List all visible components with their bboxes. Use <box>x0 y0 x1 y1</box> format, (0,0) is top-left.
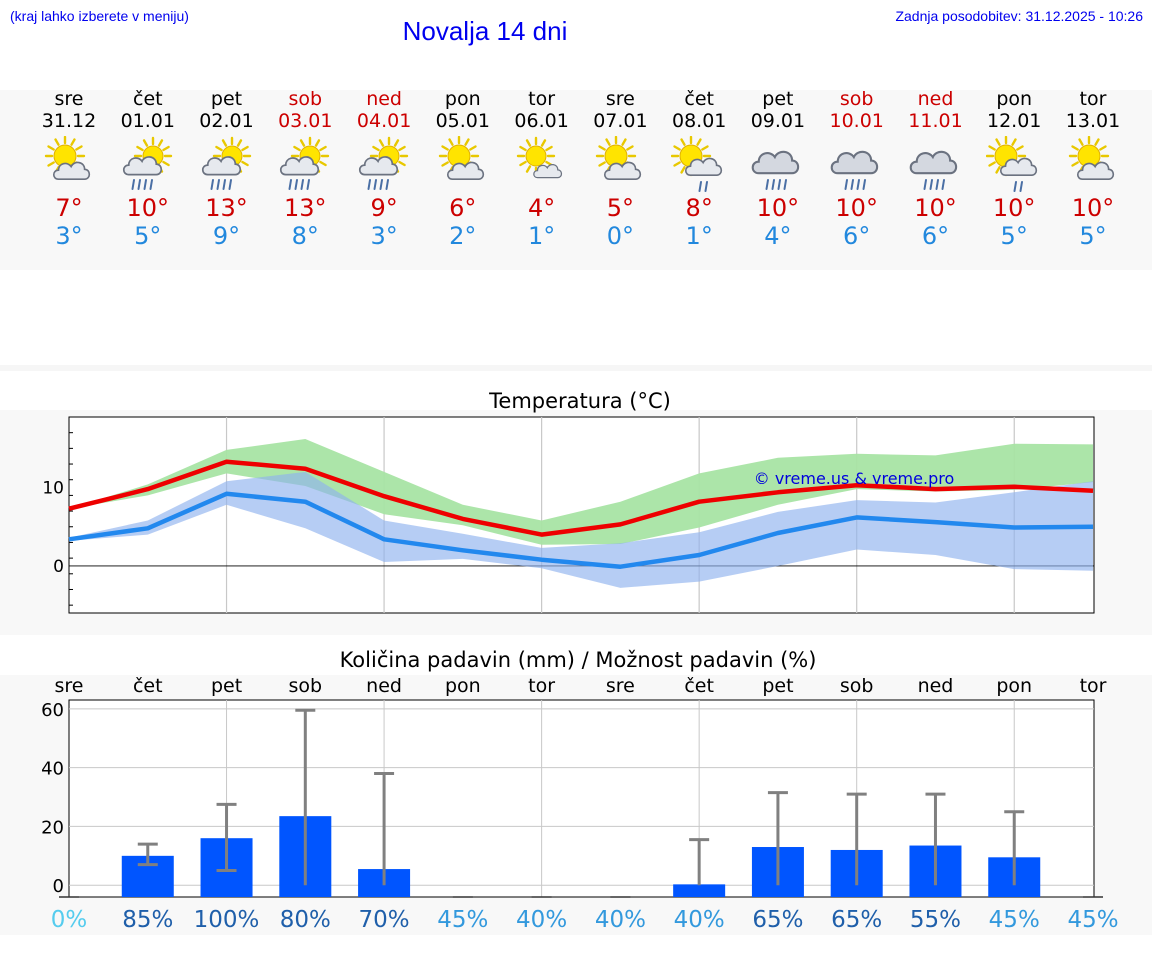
day-name: pon <box>444 88 481 110</box>
forecast-day: pet 09.01 10° 4° <box>738 88 817 250</box>
day-name: pon <box>996 88 1033 110</box>
sun-cloud-rain-icon <box>359 136 409 190</box>
forecast-day: čet 08.01 8° 1° <box>660 88 739 250</box>
min-temperature: 4° <box>764 222 792 250</box>
temperature-panel-background <box>0 410 1152 635</box>
sun-cloud-rain-icon <box>201 136 251 190</box>
min-temperature: 6° <box>843 222 871 250</box>
max-temperature: 5° <box>606 194 635 222</box>
max-temperature: 7° <box>55 194 83 222</box>
day-date: 04.01 <box>356 110 412 132</box>
section-divider <box>0 365 1152 371</box>
forecast-day: ned 11.01 10° 6° <box>896 88 975 250</box>
forecast-day: sre 31.12 7° 3° <box>30 88 109 250</box>
day-name: ned <box>917 88 954 110</box>
day-name: čet <box>684 88 714 110</box>
day-name: tor <box>528 88 556 110</box>
day-name: pet <box>762 88 794 110</box>
max-temperature: 10° <box>992 194 1036 222</box>
day-name: tor <box>1079 88 1107 110</box>
location-hint-link[interactable]: (kraj lahko izberete v meniju) <box>10 8 189 24</box>
day-date: 09.01 <box>750 110 806 132</box>
min-temperature: 5° <box>1000 222 1028 250</box>
day-name: sre <box>54 88 84 110</box>
forecast-day: tor 06.01 4° 1° <box>502 88 581 250</box>
day-date: 11.01 <box>908 110 963 132</box>
sun-cloud-drizzle-icon <box>671 136 723 192</box>
max-temperature: 10° <box>914 194 957 222</box>
day-date: 10.01 <box>829 110 884 132</box>
forecast-day: pon 05.01 6° 2° <box>423 88 502 250</box>
sun-cloud-icon <box>44 136 91 181</box>
max-temperature: 8° <box>685 194 713 222</box>
precipitation-panel-background <box>0 675 1152 935</box>
day-date: 13.01 <box>1065 110 1121 132</box>
day-date: 07.01 <box>593 110 648 132</box>
day-date: 08.01 <box>671 110 727 132</box>
cloud-rain-icon <box>751 150 800 190</box>
max-temperature: 4° <box>527 194 556 222</box>
min-temperature: 1° <box>527 222 556 250</box>
max-temperature: 9° <box>370 194 398 222</box>
sun-small-cloud-icon <box>516 136 562 179</box>
max-temperature: 6° <box>449 194 477 222</box>
min-temperature: 3° <box>370 222 398 250</box>
max-temperature: 10° <box>1071 194 1115 222</box>
forecast-day: tor 13.01 10° 5° <box>1054 88 1133 250</box>
sun-cloud-rain-icon <box>122 136 172 190</box>
min-temperature: 1° <box>685 222 713 250</box>
day-date: 31.12 <box>41 110 97 132</box>
max-temperature: 13° <box>284 194 327 222</box>
min-temperature: 9° <box>212 222 241 250</box>
min-temperature: 0° <box>606 222 635 250</box>
cloud-rain-icon <box>909 150 957 190</box>
forecast-day: pet 02.01 13° 9° <box>187 88 266 250</box>
forecast-day: pon 12.01 10° 5° <box>975 88 1054 250</box>
max-temperature: 10° <box>756 194 800 222</box>
min-temperature: 2° <box>449 222 477 250</box>
min-temperature: 6° <box>921 222 950 250</box>
forecast-strip-background <box>0 90 1152 270</box>
day-name: čet <box>133 88 163 110</box>
page-title: Novalja 14 dni <box>402 16 568 46</box>
min-temperature: 5° <box>134 222 162 250</box>
sun-cloud-rain-icon <box>280 136 330 190</box>
cloud-rain-icon <box>830 150 878 190</box>
min-temperature: 5° <box>1079 222 1107 250</box>
forecast-day: sob 10.01 10° 6° <box>817 88 896 250</box>
day-name: sob <box>839 88 874 110</box>
forecast-day: ned 04.01 9° 3° <box>345 88 424 250</box>
max-temperature: 10° <box>126 194 170 222</box>
day-date: 01.01 <box>120 110 175 132</box>
last-updated: Zadnja posodobitev: 31.12.2025 - 10:26 <box>895 8 1143 24</box>
forecast-day: sob 03.01 13° 8° <box>266 88 345 250</box>
forecast-day: čet 01.01 10° 5° <box>108 88 187 250</box>
forecast-day: sre 07.01 5° 0° <box>581 88 660 250</box>
precipitation-chart-title: Količina padavin (mm) / Možnost padavin … <box>340 648 817 672</box>
max-temperature: 10° <box>835 194 878 222</box>
sun-cloud-icon <box>1068 136 1115 181</box>
day-name: sre <box>605 88 635 110</box>
min-temperature: 3° <box>55 222 83 250</box>
max-temperature: 13° <box>205 194 248 222</box>
day-name: pet <box>210 88 243 110</box>
day-date: 05.01 <box>435 110 490 132</box>
day-name: ned <box>366 88 402 110</box>
sun-cloud-icon <box>438 136 484 181</box>
sun-cloud-icon <box>596 136 642 181</box>
day-date: 02.01 <box>199 110 254 132</box>
day-date: 12.01 <box>986 110 1042 132</box>
day-name: sob <box>288 88 323 110</box>
sun-cloud-drizzle-icon <box>986 136 1038 192</box>
day-date: 06.01 <box>514 110 569 132</box>
min-temperature: 8° <box>291 222 319 250</box>
day-date: 03.01 <box>278 110 333 132</box>
